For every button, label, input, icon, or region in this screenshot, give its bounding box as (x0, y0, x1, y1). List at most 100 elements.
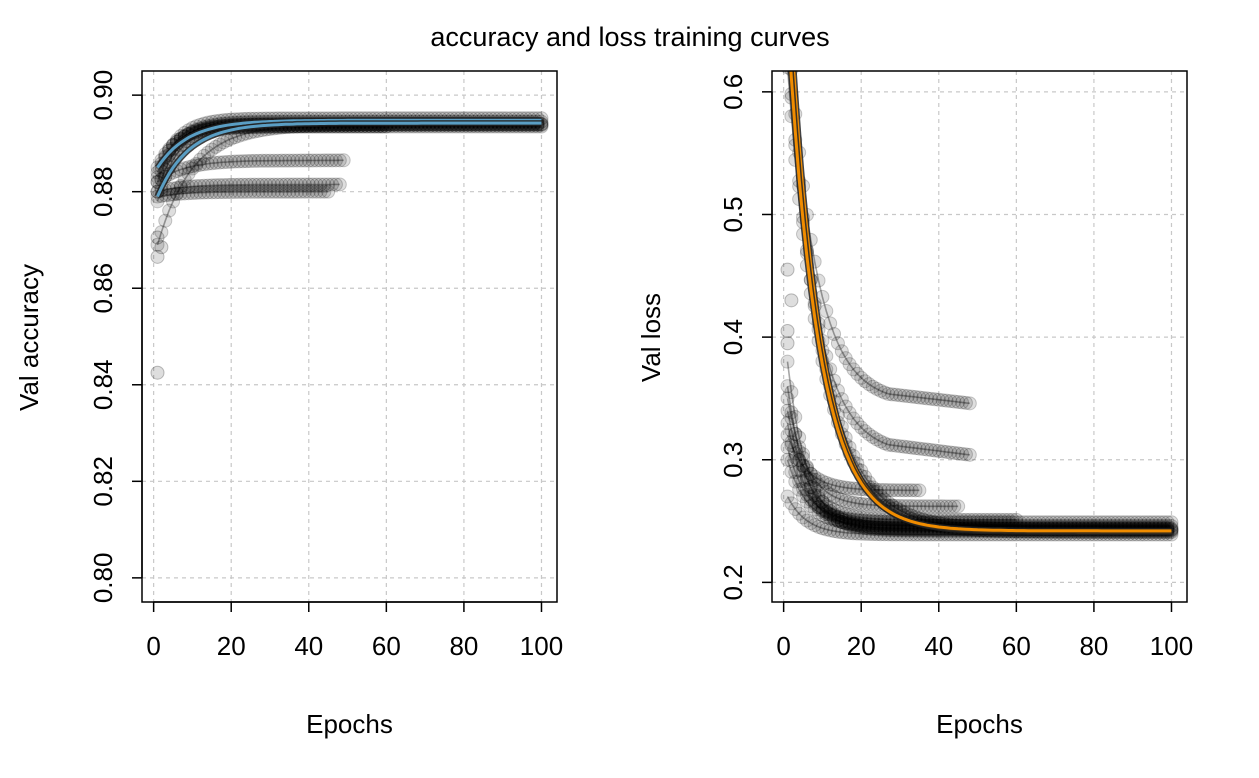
data-point (951, 394, 966, 409)
data-point (796, 458, 811, 473)
data-point (807, 485, 822, 500)
data-point (792, 440, 807, 455)
data-point (177, 180, 192, 195)
data-point (827, 478, 842, 493)
x-axis: 0 20 40 60 80 100 (146, 601, 563, 661)
data-point (958, 447, 973, 462)
series-line (786, 447, 1172, 524)
data-point (846, 509, 861, 524)
data-point (889, 438, 904, 453)
data-point (846, 481, 861, 496)
data-point (966, 512, 981, 527)
data-point (861, 514, 876, 529)
data-point (927, 443, 942, 458)
data-point (317, 153, 332, 168)
data-point (858, 526, 873, 541)
data-point (796, 447, 811, 462)
data-point (270, 153, 285, 168)
data-point (313, 184, 328, 199)
y-axis: 0.80 0.82 0.84 0.86 0.88 0.90 (88, 70, 143, 603)
x-axis-label: Epochs (306, 709, 393, 739)
y-axis-label: Val accuracy (14, 264, 44, 411)
data-point (877, 522, 892, 537)
data-point (803, 499, 818, 514)
data-point (313, 177, 328, 192)
data-point (947, 499, 962, 514)
data-point (200, 185, 215, 200)
data-point (823, 509, 838, 524)
data-point (842, 517, 857, 532)
data-point (780, 452, 795, 467)
data-point (780, 440, 795, 455)
data-point (877, 385, 892, 400)
series-line (157, 183, 340, 193)
data-point (317, 177, 332, 192)
data-point (920, 442, 935, 457)
data-point (197, 185, 212, 200)
highlight-line (789, 71, 1172, 533)
data-point (807, 481, 822, 496)
data-point (819, 510, 834, 525)
data-point (811, 477, 826, 492)
data-point (834, 344, 849, 359)
data-point (286, 153, 301, 168)
data-point (869, 514, 884, 529)
series-slow-9 (781, 71, 1179, 540)
data-point (842, 526, 857, 541)
data-point (989, 512, 1004, 527)
x-tick-label: 100 (520, 631, 563, 661)
data-point (869, 520, 884, 535)
data-point (951, 446, 966, 461)
data-point (815, 494, 830, 509)
data-point (177, 161, 192, 176)
data-point (951, 499, 966, 514)
data-point (830, 336, 845, 351)
data-point (881, 386, 896, 401)
data-point (842, 516, 857, 531)
data-point (858, 519, 873, 534)
data-point (803, 492, 818, 507)
data-point (235, 177, 250, 192)
data-point (846, 517, 861, 532)
data-point (278, 184, 293, 199)
data-point (796, 458, 811, 473)
y-tick-label: 0.5 (718, 196, 748, 232)
x-tick-label: 20 (217, 631, 246, 661)
data-point (838, 516, 853, 531)
data-point (834, 515, 849, 530)
data-point (286, 184, 301, 199)
data-point (885, 521, 900, 536)
data-point (811, 488, 826, 503)
series-highlight-14 (787, 71, 1172, 534)
data-point (896, 527, 911, 542)
data-point (838, 525, 853, 540)
data-point (262, 184, 277, 199)
data-point (819, 507, 834, 522)
data-point (792, 474, 807, 489)
data-point (216, 155, 231, 170)
data-point (792, 453, 807, 468)
series-bulk-6 (780, 403, 1024, 527)
data-point (993, 512, 1008, 527)
data-point (885, 483, 900, 498)
data-point (916, 499, 931, 514)
data-point (788, 410, 803, 425)
data-point (815, 502, 830, 517)
data-point (896, 499, 911, 514)
x-tick-label: 0 (776, 631, 790, 661)
data-point (892, 527, 907, 542)
data-point (169, 187, 184, 202)
data-point (939, 444, 954, 459)
data-point (873, 527, 888, 542)
data-point (850, 416, 865, 431)
data-point (282, 153, 297, 168)
y-tick-label: 0.84 (88, 359, 118, 410)
data-point (193, 178, 208, 193)
data-point (185, 161, 200, 176)
data-point (881, 437, 896, 452)
data-point (811, 500, 826, 515)
data-point (865, 518, 880, 533)
data-point (861, 427, 876, 442)
data-point (228, 177, 243, 192)
data-point (259, 177, 274, 192)
